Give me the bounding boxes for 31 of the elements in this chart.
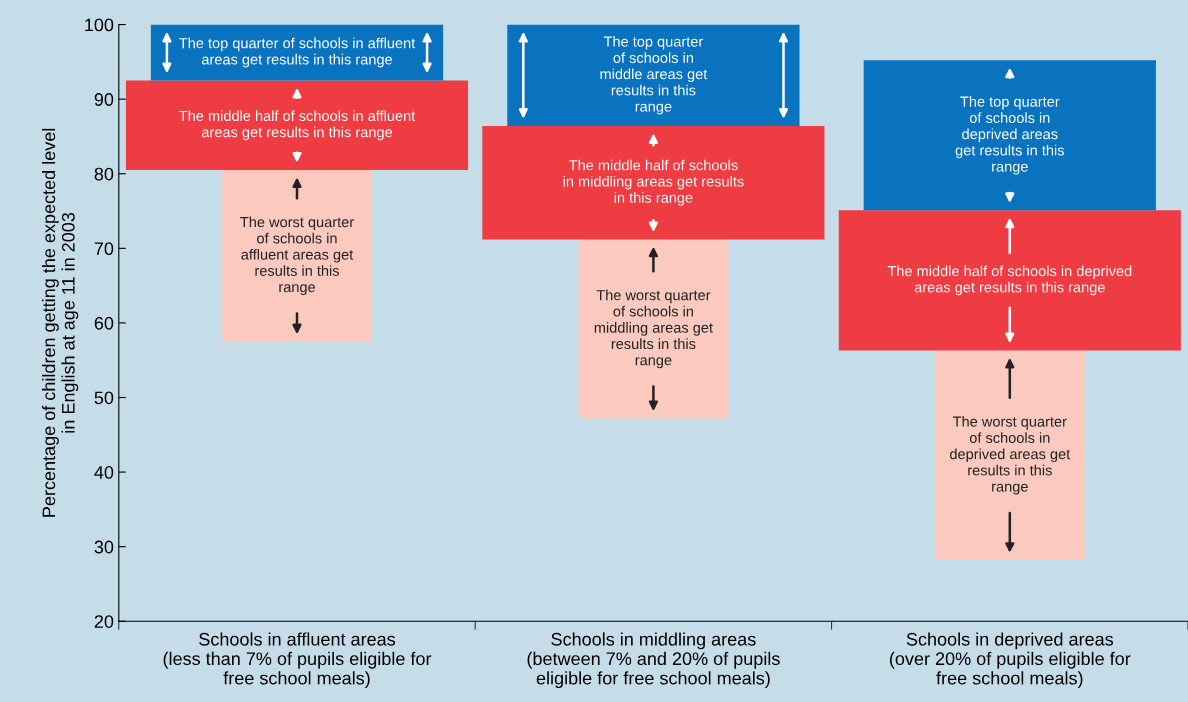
bar	[125, 80, 469, 171]
annotation: The top quarter of schools in middle areas get results in this range	[600, 36, 708, 115]
y-tick-label: 30	[94, 540, 114, 554]
y-tick-label: 40	[94, 466, 114, 479]
bar	[838, 210, 1181, 351]
x-tick-label: Schools in middling areas (between 7% and 20% of pupils eligible for free school meals)	[527, 632, 780, 689]
y-tick-label: 70	[94, 242, 114, 256]
annotation: The middle half of schools in affluent areas get results in this range	[179, 110, 416, 141]
bar	[863, 60, 1156, 211]
bar	[150, 24, 444, 81]
annotation: The top quarter of schools in affluent areas get results in this range	[179, 37, 416, 68]
bar	[482, 126, 825, 240]
y-tick-label: 80	[94, 167, 114, 181]
bar	[578, 239, 729, 419]
y-tick-label: 50	[94, 391, 114, 405]
annotation: The middle half of schools in deprived areas get results in this range	[887, 265, 1132, 296]
bar	[222, 170, 372, 342]
annotation: The top quarter of schools in deprived areas get results in this range	[955, 96, 1064, 175]
y-axis-title: Percentage of children getting the expected level in English at age 11 in 2003	[41, 128, 79, 517]
y-tick-label: 90	[94, 93, 114, 106]
y-tick-label: 60	[94, 316, 114, 330]
x-tick-label: Schools in deprived areas (over 20% of pupils eligible for free school meals)	[889, 632, 1131, 689]
annotation: The worst quarter of schools in affluent areas get results in this range	[240, 216, 354, 296]
annotation: The worst quarter of schools in middling areas get results in this range	[594, 289, 713, 369]
bar	[934, 350, 1085, 561]
y-tick-label: 20	[94, 615, 114, 628]
y-tick-label: 100	[85, 18, 114, 32]
annotation: The middle half of schools in middling areas get results in this range	[563, 159, 744, 206]
annotation: The worst quarter of schools in deprived areas get results in this range	[950, 416, 1071, 495]
bar	[507, 24, 800, 127]
x-tick-label: Schools in affluent areas (less than 7% of pupils eligible for free school meals)	[163, 632, 432, 689]
